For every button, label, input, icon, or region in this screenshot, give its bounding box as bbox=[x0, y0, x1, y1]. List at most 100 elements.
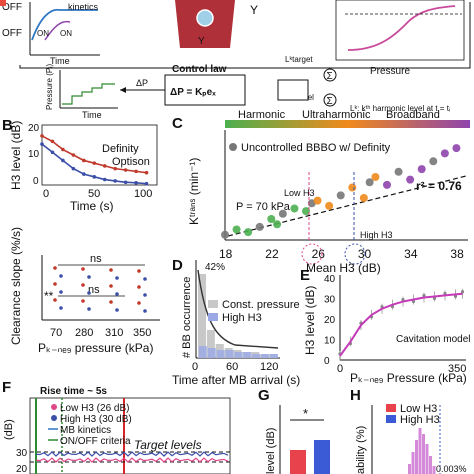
b2-point bbox=[109, 268, 113, 272]
e-ytick: 20 bbox=[324, 315, 336, 326]
c-point bbox=[440, 149, 449, 158]
panel-label-b: B bbox=[2, 117, 13, 134]
c-point bbox=[302, 207, 310, 216]
f-legend-criteria: ON/OFF criteria bbox=[60, 436, 131, 447]
d-xlabel: Time after MB arrival (s) bbox=[172, 373, 300, 387]
e-point bbox=[432, 296, 437, 301]
panel-h-bars bbox=[408, 428, 436, 474]
c-xtick: 26 bbox=[312, 247, 326, 261]
d-bar bbox=[261, 354, 270, 358]
c-pressure-note: P = 70 kPa bbox=[236, 201, 291, 213]
panel-b-series bbox=[40, 134, 149, 186]
c-point bbox=[325, 201, 334, 210]
feedback-line bbox=[19, 2, 471, 69]
panel-e-chart: 40 30 20 10 0 Cavitation model 0 350 Pₖ₋ₙₑ₉ … bbox=[303, 274, 470, 385]
c-xtick: 18 bbox=[219, 247, 233, 261]
sum-node-2 bbox=[323, 93, 337, 107]
response-curve bbox=[347, 5, 456, 51]
mini-time-label: Time bbox=[50, 56, 70, 66]
c-xlabel: Mean H3 (dB) bbox=[306, 261, 381, 275]
c-point bbox=[221, 230, 229, 239]
c-point bbox=[371, 173, 380, 181]
d-bar bbox=[243, 352, 252, 358]
c-xtick: 38 bbox=[450, 247, 464, 261]
c-point bbox=[267, 215, 276, 223]
c-point bbox=[452, 144, 461, 153]
band-harmonic: Harmonic bbox=[238, 109, 286, 121]
h-bar bbox=[422, 434, 425, 474]
control-law-block bbox=[164, 74, 246, 106]
h-bar bbox=[415, 440, 418, 474]
b2-point bbox=[53, 298, 57, 302]
b2-point bbox=[81, 283, 85, 287]
b-series-point bbox=[61, 147, 65, 152]
b2-sig-star: ** bbox=[44, 289, 54, 303]
h-note: 0.003% bbox=[436, 464, 467, 474]
f-trace bbox=[35, 451, 229, 457]
b2-point bbox=[59, 290, 63, 294]
antibody-icon-2: Y bbox=[250, 3, 258, 17]
c-circle-30 bbox=[344, 243, 366, 265]
c-xtick-group: 18 22 26 30 34 38 bbox=[219, 247, 464, 261]
antibody-icon: Y bbox=[198, 36, 205, 47]
c-point bbox=[348, 183, 357, 192]
h-legend-high: High H3 bbox=[400, 414, 440, 426]
on-label-2: ON bbox=[60, 29, 72, 38]
b2-point bbox=[87, 291, 91, 295]
e-point bbox=[460, 290, 465, 294]
c-circle-26 bbox=[301, 243, 323, 265]
b-xlabel: Time (s) bbox=[70, 199, 114, 213]
b-series-point bbox=[134, 169, 138, 174]
d-bar bbox=[225, 350, 234, 358]
b2-point bbox=[143, 277, 147, 281]
c-point bbox=[244, 228, 253, 237]
off-marker bbox=[0, 0, 6, 6]
schematic-time-axis: Time bbox=[82, 110, 102, 120]
d-bar bbox=[270, 354, 278, 358]
panel-c-points bbox=[221, 144, 461, 239]
h-bar bbox=[429, 456, 432, 474]
c-point bbox=[232, 225, 241, 234]
c-ylabel: Kᵗʳᵃⁿˢ (min⁻¹) bbox=[187, 158, 201, 225]
b-xtick-50: 50 bbox=[88, 188, 100, 200]
kinetics-curve bbox=[31, 8, 98, 41]
svg-text:Σ: Σ bbox=[327, 96, 333, 107]
d-pct: 42% bbox=[205, 262, 225, 273]
b-series-point bbox=[123, 180, 128, 185]
h-bar bbox=[408, 464, 411, 474]
on-label: ON bbox=[37, 29, 49, 38]
b-series-point bbox=[144, 181, 149, 186]
panel-d-chart: 42% Const. pressure High H3 0 60 120 Tim… bbox=[172, 260, 300, 387]
schematic-pressure-label: Pressure bbox=[370, 66, 410, 77]
f-target-label: Target levels bbox=[134, 438, 202, 452]
b2-point bbox=[81, 267, 85, 271]
b-series-point bbox=[113, 166, 117, 171]
microbubble-icon bbox=[196, 9, 214, 27]
e-ytick-group: 40 30 20 10 0 bbox=[324, 274, 336, 367]
b2-point bbox=[137, 285, 141, 289]
d-xtick-0: 0 bbox=[192, 361, 198, 373]
control-law-equation: ΔP = Kₚeₓ bbox=[170, 87, 216, 98]
panel-label-h: H bbox=[350, 387, 361, 404]
e-model-curve bbox=[339, 292, 463, 357]
h-bar bbox=[411, 452, 415, 474]
f-frame bbox=[29, 397, 231, 474]
c-point bbox=[406, 175, 415, 184]
b-series-point bbox=[134, 181, 138, 185]
d-bar bbox=[234, 352, 243, 358]
c-fit-line bbox=[227, 175, 467, 237]
c-point bbox=[394, 167, 403, 176]
g-ylabel: level (dB) bbox=[265, 428, 277, 474]
c-point bbox=[336, 191, 345, 200]
c-r2: r² = 0.76 bbox=[416, 179, 462, 193]
f-ytick-30: 30 bbox=[16, 448, 28, 459]
e-ytick: 40 bbox=[324, 274, 336, 285]
d-xtick-60: 60 bbox=[226, 361, 238, 373]
b-series-point bbox=[50, 139, 55, 144]
d-legend-const: Const. pressure bbox=[222, 299, 300, 311]
f-rise-time: Rise time ~ 5s bbox=[40, 386, 107, 397]
e-model-label: Cavitation model bbox=[396, 334, 470, 345]
c-point bbox=[359, 194, 368, 202]
b2-point bbox=[143, 309, 147, 313]
